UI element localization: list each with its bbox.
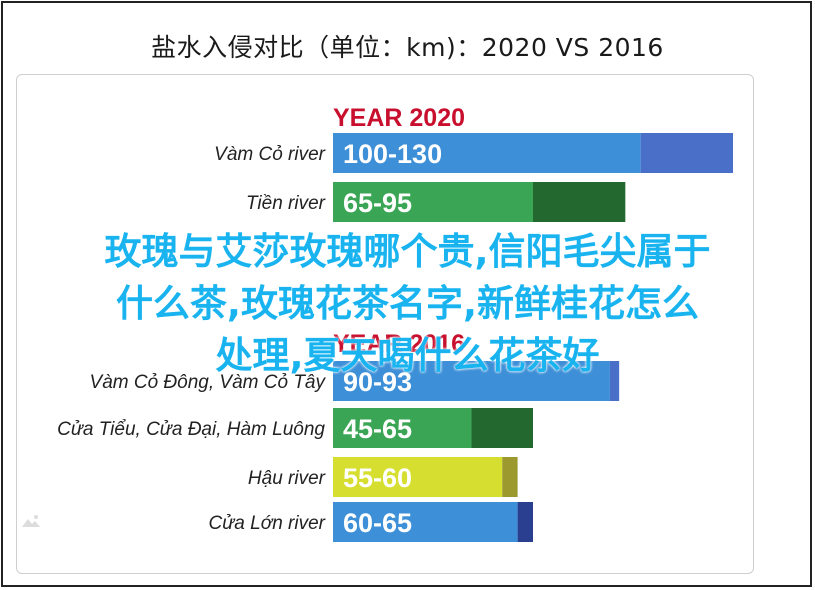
bar-value-label: 100-130	[343, 139, 442, 169]
bar-range-segment	[502, 457, 518, 497]
bar-value-label: 65-95	[343, 188, 412, 218]
category-label: Cửa Lớn river	[209, 513, 326, 534]
category-label: Hậu river	[248, 468, 326, 489]
bar-min-segment	[333, 361, 610, 401]
panel-year-title: YEAR 2016	[333, 330, 465, 358]
bar-range-segment	[517, 502, 533, 542]
image-placeholder-icon	[20, 512, 42, 530]
category-label: Tiền river	[246, 193, 326, 214]
category-label: Vàm Cỏ Đông, Vàm Cỏ Tây	[90, 372, 327, 393]
category-label: Cửa Tiểu, Cửa Đại, Hàm Luông	[57, 419, 325, 440]
bar-min-segment	[333, 408, 472, 448]
bar-value-label: 60-65	[343, 508, 412, 538]
bar-min-segment	[333, 182, 533, 222]
bar-range-segment	[471, 408, 533, 448]
bar-min-segment	[333, 133, 641, 173]
bar-value-label: 90-93	[343, 367, 412, 397]
bar-min-segment	[333, 502, 518, 542]
chart-title: 盐水入侵对比（单位：km)：2020 VS 2016	[151, 33, 664, 62]
panel-year-title: YEAR 2020	[333, 104, 465, 132]
bar-range-segment	[533, 182, 626, 222]
bar-min-segment	[333, 457, 503, 497]
category-label: Vàm Cỏ river	[214, 144, 326, 165]
bar-range-segment	[640, 133, 733, 173]
bar-value-label: 45-65	[343, 414, 412, 444]
bar-value-label: 55-60	[343, 463, 412, 493]
bar-range-segment	[609, 361, 620, 401]
